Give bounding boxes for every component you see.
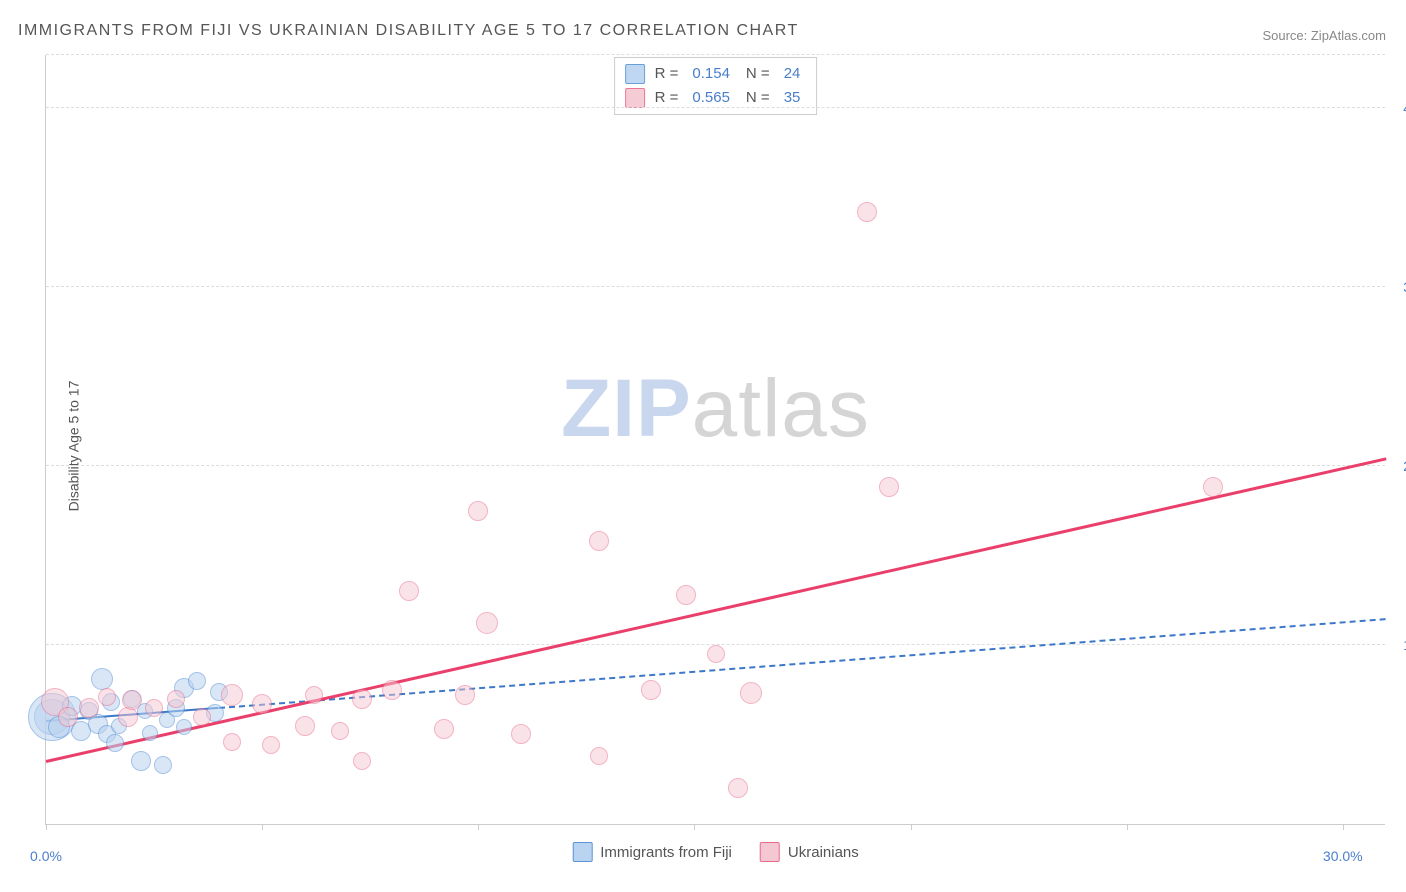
chart-title: IMMIGRANTS FROM FIJI VS UKRAINIAN DISABI…	[18, 22, 799, 40]
data-point-ukrainians	[352, 689, 372, 709]
data-point-ukrainians	[353, 752, 371, 770]
data-point-fiji	[142, 725, 158, 741]
data-point-ukrainians	[511, 724, 531, 744]
data-point-fiji	[154, 756, 172, 774]
x-tick	[1343, 824, 1344, 830]
legend-n-label: N =	[746, 62, 770, 86]
gridline-horizontal	[46, 54, 1385, 55]
data-point-ukrainians	[468, 501, 488, 521]
legend-r-label: R =	[655, 62, 679, 86]
x-tick	[46, 824, 47, 830]
data-point-ukrainians	[167, 690, 185, 708]
data-point-ukrainians	[331, 722, 349, 740]
x-tick	[911, 824, 912, 830]
data-point-fiji	[131, 751, 151, 771]
watermark-part2: atlas	[692, 363, 870, 454]
source-attribution: Source: ZipAtlas.com	[1262, 28, 1386, 43]
data-point-ukrainians	[476, 612, 498, 634]
legend-item-fiji: Immigrants from Fiji	[572, 842, 732, 862]
x-tick-label: 0.0%	[30, 848, 62, 864]
legend-n-value: 24	[784, 62, 801, 86]
legend-swatch-ukrainians	[760, 842, 780, 862]
data-point-ukrainians	[399, 581, 419, 601]
trendline-ukrainians	[46, 458, 1387, 764]
data-point-ukrainians	[641, 680, 661, 700]
data-point-ukrainians	[707, 645, 725, 663]
data-point-ukrainians	[455, 685, 475, 705]
gridline-horizontal	[46, 107, 1385, 108]
scatter-plot: ZIPatlas R = 0.154N = 24R = 0.565N = 35 …	[45, 55, 1385, 825]
data-point-ukrainians	[252, 694, 272, 714]
data-point-ukrainians	[122, 690, 142, 710]
data-point-ukrainians	[589, 531, 609, 551]
source-link[interactable]: ZipAtlas.com	[1311, 28, 1386, 43]
data-point-ukrainians	[145, 699, 163, 717]
data-point-ukrainians	[728, 778, 748, 798]
series-legend: Immigrants from Fiji Ukrainians	[572, 842, 859, 862]
data-point-ukrainians	[676, 585, 696, 605]
x-tick	[1127, 824, 1128, 830]
watermark-part1: ZIP	[561, 363, 692, 454]
x-tick	[694, 824, 695, 830]
legend-r-value: 0.154	[692, 62, 730, 86]
data-point-ukrainians	[295, 716, 315, 736]
watermark: ZIPatlas	[561, 362, 870, 456]
data-point-fiji	[91, 668, 113, 690]
data-point-fiji	[106, 734, 124, 752]
data-point-ukrainians	[221, 684, 243, 706]
legend-label: Ukrainians	[788, 844, 859, 861]
x-tick-label: 30.0%	[1323, 848, 1363, 864]
legend-swatch-ukrainians	[625, 88, 645, 108]
data-point-ukrainians	[98, 688, 116, 706]
data-point-ukrainians	[879, 477, 899, 497]
x-tick	[262, 824, 263, 830]
data-point-ukrainians	[857, 202, 877, 222]
legend-row-fiji: R = 0.154 N = 24	[625, 62, 807, 86]
source-label: Source:	[1262, 28, 1310, 43]
data-point-ukrainians	[223, 733, 241, 751]
legend-label: Immigrants from Fiji	[600, 844, 732, 861]
data-point-ukrainians	[79, 698, 99, 718]
legend-item-ukrainians: Ukrainians	[760, 842, 859, 862]
data-point-fiji	[188, 672, 206, 690]
data-point-ukrainians	[740, 682, 762, 704]
gridline-horizontal	[46, 465, 1385, 466]
data-point-ukrainians	[58, 707, 78, 727]
legend-swatch-fiji	[572, 842, 592, 862]
data-point-ukrainians	[305, 686, 323, 704]
data-point-ukrainians	[434, 719, 454, 739]
data-point-ukrainians	[262, 736, 280, 754]
data-point-ukrainians	[193, 708, 211, 726]
data-point-fiji	[176, 719, 192, 735]
data-point-ukrainians	[382, 680, 402, 700]
legend-swatch-fiji	[625, 64, 645, 84]
gridline-horizontal	[46, 286, 1385, 287]
data-point-ukrainians	[1203, 477, 1223, 497]
data-point-ukrainians	[590, 747, 608, 765]
x-tick	[478, 824, 479, 830]
